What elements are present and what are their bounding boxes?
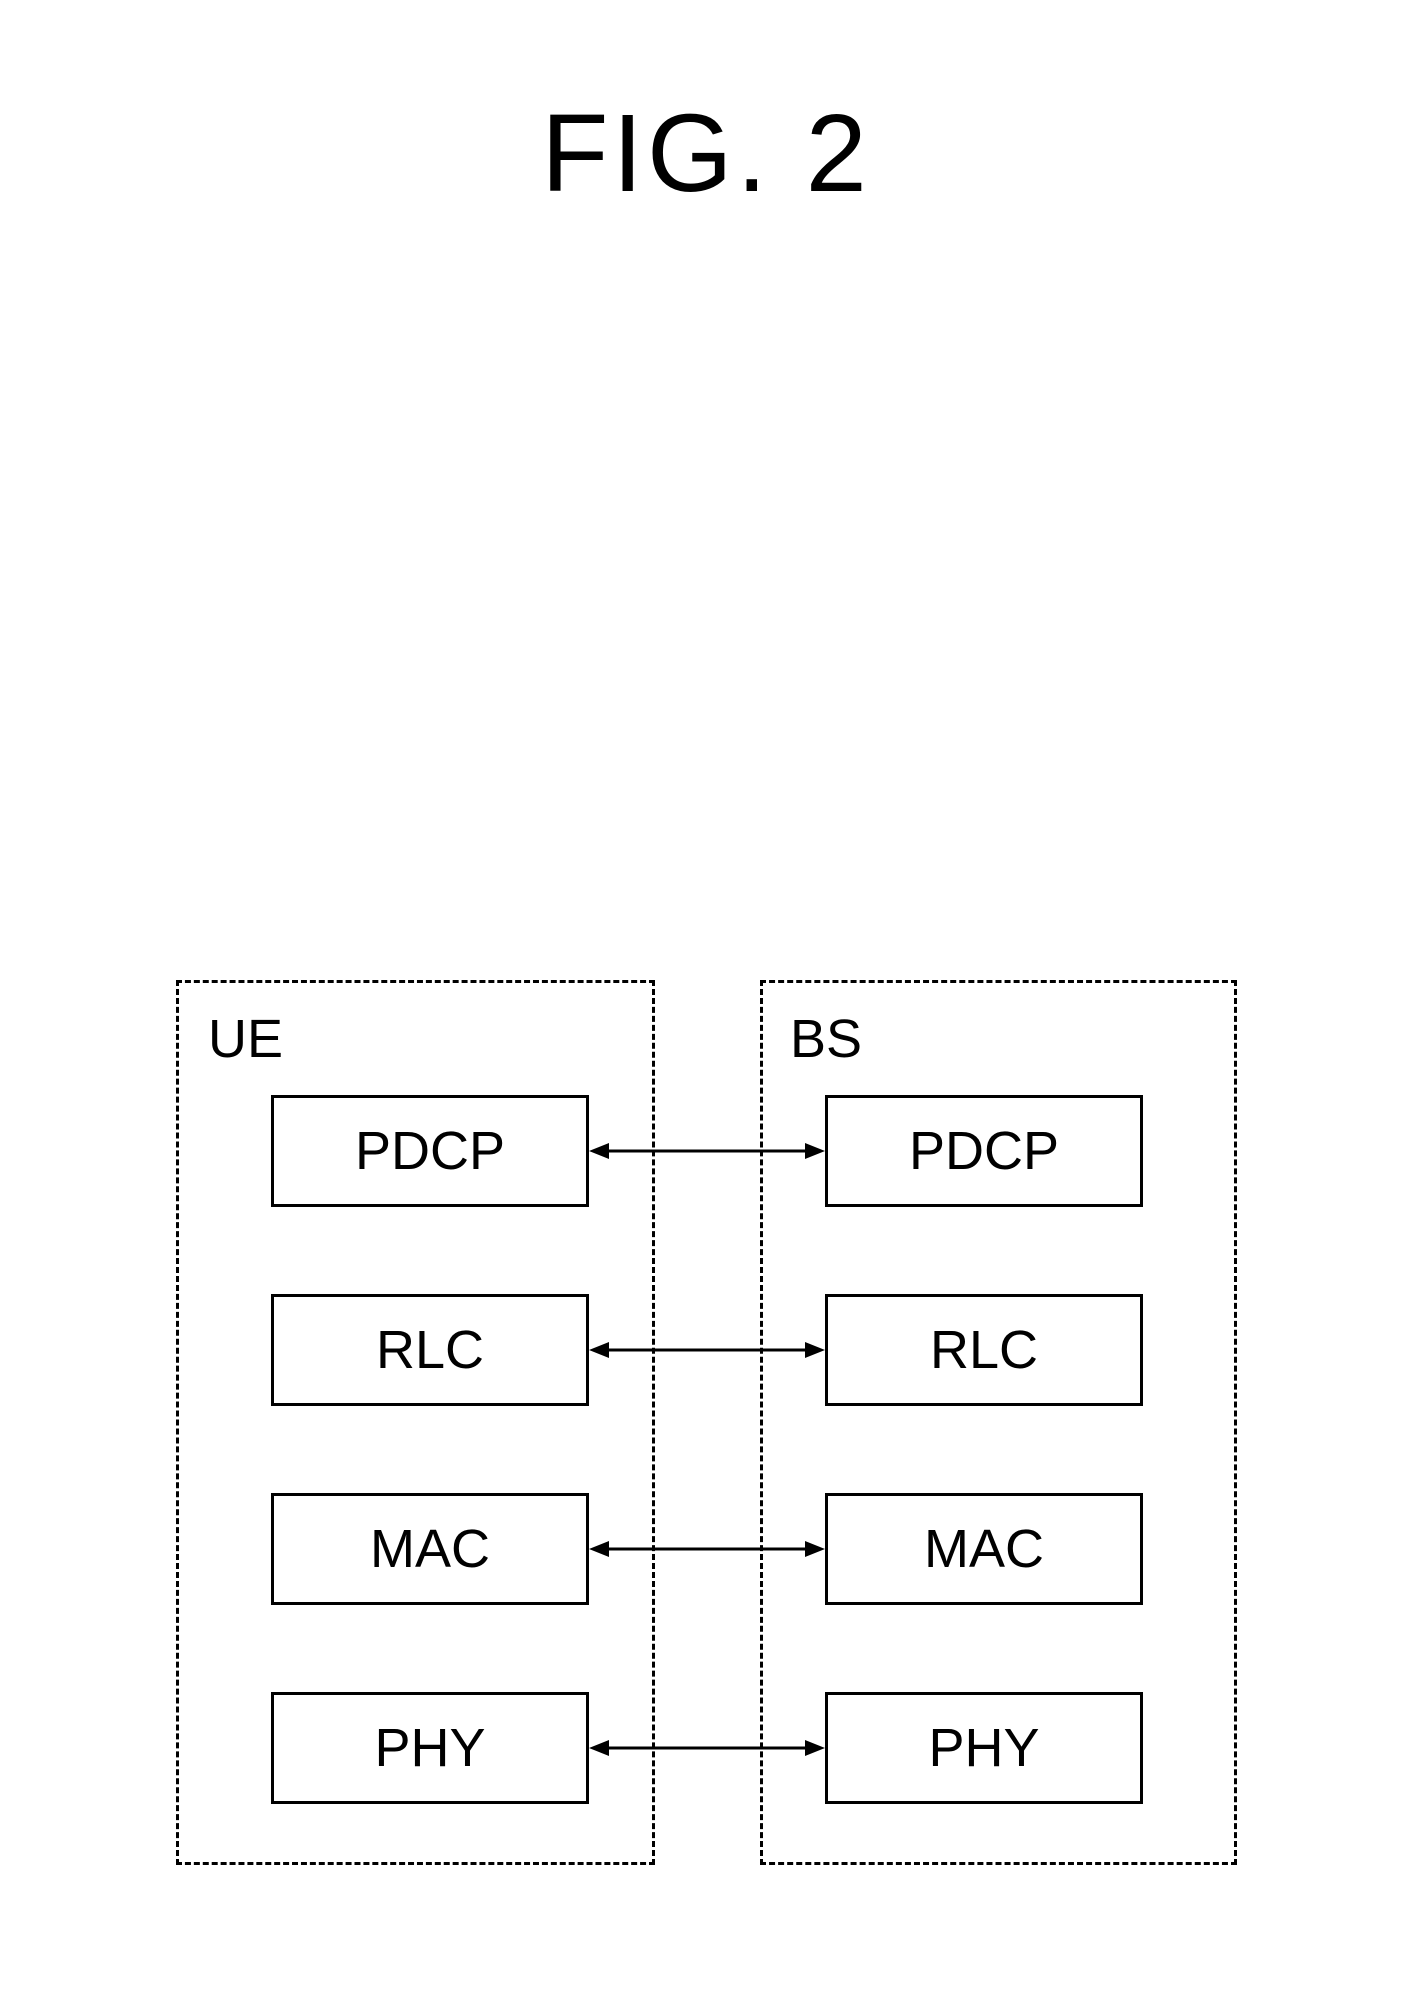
page: FIG. 2 UE BS PDCP PDCP RLC RLC MAC MAC PHY PHY bbox=[0, 0, 1412, 1990]
bs-layer-rlc: RLC bbox=[825, 1294, 1143, 1406]
bidir-arrow-phy bbox=[589, 1732, 825, 1764]
ue-layer-pdcp: PDCP bbox=[271, 1095, 589, 1207]
bidir-arrow-pdcp bbox=[589, 1135, 825, 1167]
layer-label: PHY bbox=[374, 1717, 485, 1779]
layer-label: RLC bbox=[930, 1319, 1038, 1381]
layer-label: MAC bbox=[370, 1518, 490, 1580]
layer-label: MAC bbox=[924, 1518, 1044, 1580]
bidir-arrow-mac bbox=[589, 1533, 825, 1565]
ue-layer-mac: MAC bbox=[271, 1493, 589, 1605]
layer-label: PDCP bbox=[355, 1120, 505, 1182]
ue-layer-rlc: RLC bbox=[271, 1294, 589, 1406]
layer-label: PDCP bbox=[909, 1120, 1059, 1182]
figure-title: FIG. 2 bbox=[0, 90, 1412, 217]
bs-layer-pdcp: PDCP bbox=[825, 1095, 1143, 1207]
bs-layer-mac: MAC bbox=[825, 1493, 1143, 1605]
bidir-arrow-rlc bbox=[589, 1334, 825, 1366]
layer-label: PHY bbox=[928, 1717, 1039, 1779]
ue-layer-phy: PHY bbox=[271, 1692, 589, 1804]
layer-label: RLC bbox=[376, 1319, 484, 1381]
ue-label: UE bbox=[208, 1008, 283, 1070]
bs-layer-phy: PHY bbox=[825, 1692, 1143, 1804]
bs-label: BS bbox=[790, 1008, 862, 1070]
